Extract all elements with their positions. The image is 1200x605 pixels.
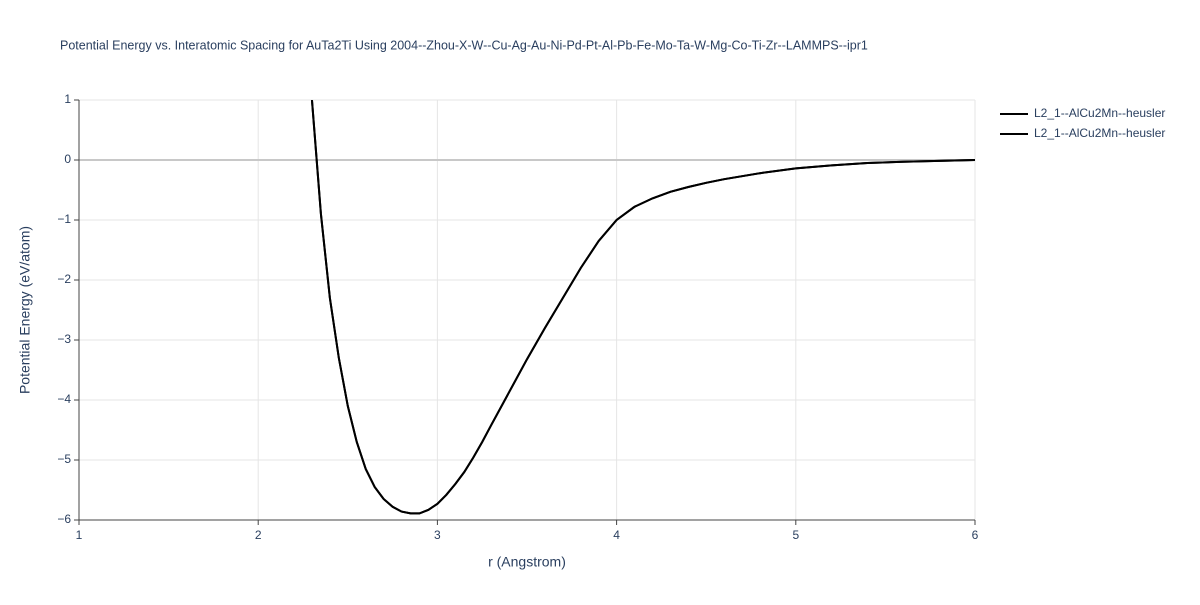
legend-label: L2_1--AlCu2Mn--heusler: [1034, 126, 1165, 140]
x-tick-label: 5: [792, 528, 799, 542]
line-series: [310, 100, 975, 515]
chart-title: Potential Energy vs. Interatomic Spacing…: [60, 38, 868, 52]
y-tick-label: 1: [64, 92, 71, 106]
y-tick-label: −4: [57, 392, 71, 406]
legend-label: L2_1--AlCu2Mn--heusler: [1034, 106, 1165, 120]
y-tick-label: −1: [57, 212, 71, 226]
plot-area: [310, 100, 975, 515]
y-tick-label: −3: [57, 332, 71, 346]
x-tick-label: 6: [972, 528, 979, 542]
x-tick-label: 4: [613, 528, 620, 542]
y-tick-label: 0: [64, 152, 71, 166]
y-axis-title: Potential Energy (eV/atom): [17, 226, 33, 394]
x-tick-label: 1: [76, 528, 83, 542]
x-axis-title: r (Angstrom): [488, 554, 566, 570]
y-tick-label: −2: [57, 272, 71, 286]
x-tick-label: 3: [434, 528, 441, 542]
y-tick-label: −6: [57, 512, 71, 526]
grid: [78, 99, 976, 521]
x-tick-label: 2: [255, 528, 262, 542]
y-tick-label: −5: [57, 452, 71, 466]
